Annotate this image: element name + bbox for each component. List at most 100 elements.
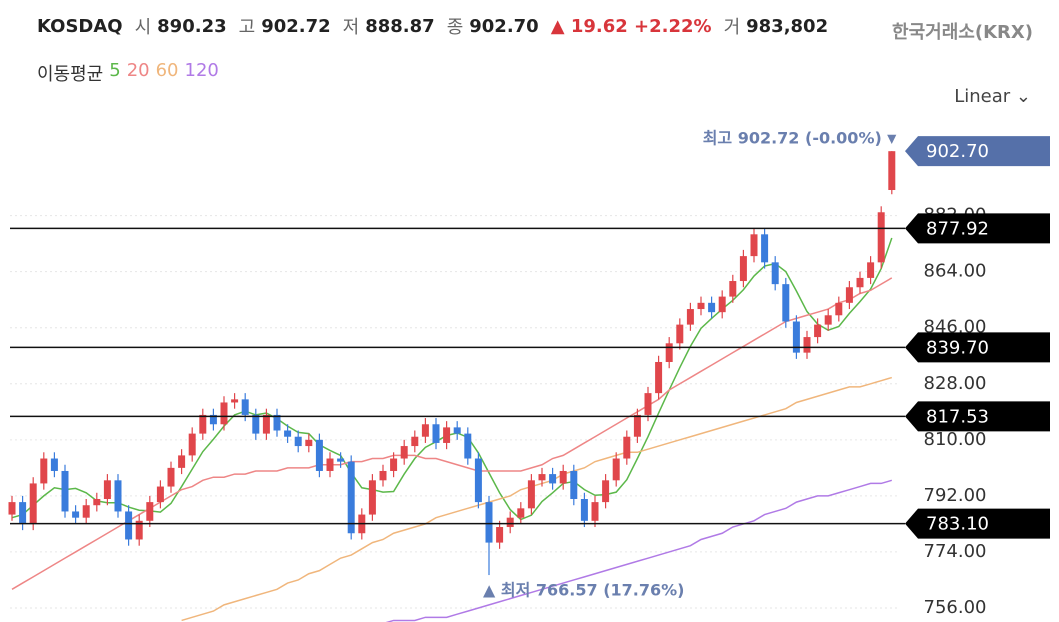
candle-body — [167, 467, 175, 487]
candle-body — [644, 393, 652, 415]
candle-body — [517, 508, 525, 518]
candle-body — [623, 436, 631, 459]
candle-body — [347, 461, 355, 534]
candle-body — [549, 474, 557, 484]
candle-body — [294, 436, 302, 447]
chevron[interactable]: ⌄ — [1015, 86, 1031, 107]
candle-body — [771, 262, 779, 285]
candle-body — [368, 480, 376, 515]
candle-body — [718, 296, 726, 313]
candle-body — [665, 343, 673, 362]
candle-body — [315, 439, 323, 471]
candle-body — [845, 287, 853, 303]
candle-body — [485, 502, 493, 543]
ma-legend-item: 120 — [184, 60, 219, 81]
candle-body — [496, 527, 504, 543]
candle-body — [580, 499, 588, 521]
quote-label: 종 — [446, 17, 464, 38]
quote-label: 저 — [342, 17, 360, 38]
candle-body — [379, 470, 387, 481]
candle-body — [856, 277, 864, 288]
candle-body — [135, 520, 143, 540]
candle-body — [114, 480, 122, 512]
candle-body — [761, 234, 769, 263]
candle-body — [188, 433, 196, 456]
ma-title: 이동평균 — [37, 64, 104, 85]
scale-mode[interactable]: Linear — [954, 86, 1011, 107]
candle-body — [474, 458, 482, 503]
volume: 983,802 — [746, 15, 829, 37]
candle-body — [877, 212, 885, 263]
quote-header: KOSDAQ 시 890.23 고 902.72 저 888.87 종 902.70 ▲ 19.… — [37, 13, 828, 39]
candle-body — [443, 427, 451, 443]
candle-body — [602, 480, 610, 503]
candle-body — [750, 234, 758, 257]
level-label: 783.10 — [926, 514, 989, 535]
y-tick-label: 864.00 — [924, 261, 987, 282]
change: ▲ 19.62 +2.22% — [550, 15, 712, 37]
candle-body — [708, 302, 716, 313]
ma-legend: 이동평균 5 20 60 120 — [37, 60, 219, 86]
low-annotation: ▲ 최저 766.57 (17.76%) — [483, 581, 684, 600]
candle-body — [782, 284, 790, 322]
candle-body — [8, 502, 16, 515]
candle-body — [72, 511, 80, 518]
candle-body — [421, 424, 429, 437]
level-box — [905, 508, 1050, 539]
candle-body — [390, 458, 398, 471]
candle-body — [61, 470, 69, 512]
candle-body — [686, 309, 694, 325]
scale-dropdown[interactable]: Linear ⌄ — [954, 86, 1031, 107]
level-label: 877.92 — [926, 218, 989, 239]
ma-line — [385, 479, 893, 622]
candle-body — [178, 455, 186, 468]
candle-body — [305, 439, 313, 447]
y-tick-label: 774.00 — [924, 541, 987, 562]
candle-body — [612, 458, 620, 481]
candle-body — [867, 262, 875, 278]
candle-body — [888, 151, 896, 191]
candle-body — [676, 324, 684, 344]
quote-value: 902.70 — [469, 15, 539, 37]
candle-body — [432, 424, 440, 443]
y-tick-label: 810.00 — [924, 429, 987, 450]
candle-body — [231, 399, 239, 403]
candle-body — [29, 483, 37, 524]
y-tick-label: 792.00 — [924, 485, 987, 506]
candle-body — [93, 499, 101, 506]
candle-body — [464, 433, 472, 459]
candle-body — [262, 414, 270, 434]
candle-body — [527, 480, 535, 509]
candle-body — [400, 446, 408, 459]
high-annotation: 최고 902.72 (-0.00%) — [703, 129, 882, 148]
candle-body — [538, 474, 546, 481]
candle-body — [835, 302, 843, 316]
quote-label: 고 — [238, 17, 256, 38]
candle-body — [824, 315, 832, 325]
candle-body — [19, 502, 27, 524]
ma-line — [11, 277, 893, 590]
candle-body — [199, 414, 207, 434]
quote-value: 902.72 — [261, 15, 331, 37]
candle-body — [814, 324, 822, 338]
candle-body — [156, 486, 164, 503]
quote-value: 888.87 — [365, 15, 435, 37]
candle-body — [50, 458, 58, 471]
candle-body — [633, 414, 641, 437]
candle-body — [697, 302, 705, 310]
level-box — [905, 401, 1050, 432]
symbol: KOSDAQ — [37, 15, 123, 37]
candle-body — [803, 337, 811, 353]
candle-body — [453, 427, 461, 434]
quote-label: 시 — [134, 17, 152, 38]
candle-body — [209, 414, 217, 425]
candle-body — [284, 430, 292, 437]
candle-body — [506, 517, 514, 528]
candle-body — [220, 402, 228, 425]
candle-body — [125, 511, 133, 540]
source: 한국거래소(KRX) — [892, 22, 1033, 43]
last-price-label: 902.70 — [926, 141, 989, 162]
y-tick-label: 756.00 — [924, 597, 987, 618]
